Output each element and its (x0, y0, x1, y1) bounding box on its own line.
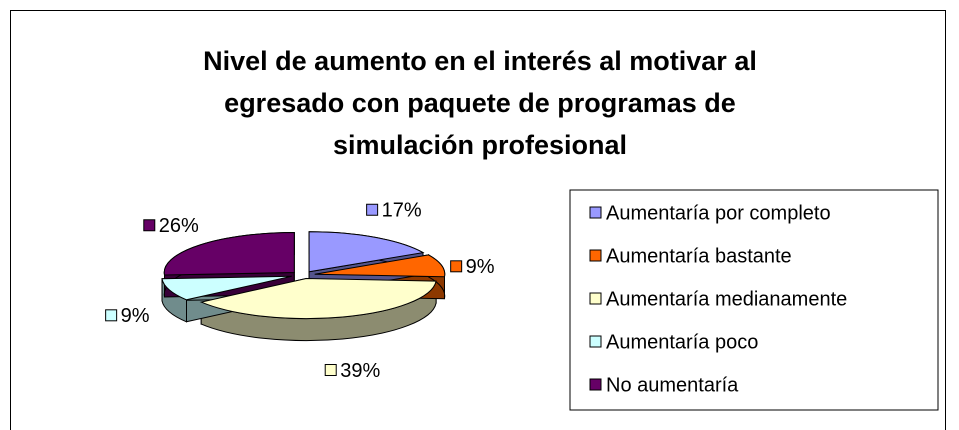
data-label-swatch (450, 260, 463, 273)
legend-label: No aumentaría (606, 374, 739, 396)
slice (314, 254, 446, 278)
data-label-swatch (143, 219, 156, 232)
chart-frame (10, 10, 946, 430)
slice (161, 275, 292, 301)
data-label-swatch (324, 364, 337, 377)
legend-label: Aumentaría bastante (606, 245, 792, 267)
data-label-swatch (366, 203, 379, 216)
legend-box (569, 189, 939, 411)
legend-swatch (589, 249, 602, 262)
slice-tops (161, 231, 446, 320)
data-label: 17% (382, 200, 422, 222)
data-label: 9% (466, 256, 495, 278)
legend-swatch (589, 378, 602, 391)
data-label: 39% (340, 360, 380, 382)
legend-swatch (589, 206, 602, 219)
data-label: 9% (121, 305, 150, 327)
data-label: 26% (159, 215, 199, 237)
data-label-swatch (105, 309, 118, 322)
slice (163, 231, 295, 276)
chart-title: Nivel de aumento en el interés al motiva… (203, 46, 757, 160)
legend-label: Aumentaría por completo (606, 202, 831, 224)
legend-swatch (589, 335, 602, 348)
legend-label: Aumentaría poco (606, 331, 758, 353)
legend-swatch (589, 292, 602, 305)
legend-label: Aumentaría medianamente (606, 288, 847, 310)
slice (199, 277, 437, 320)
slice (308, 231, 425, 273)
